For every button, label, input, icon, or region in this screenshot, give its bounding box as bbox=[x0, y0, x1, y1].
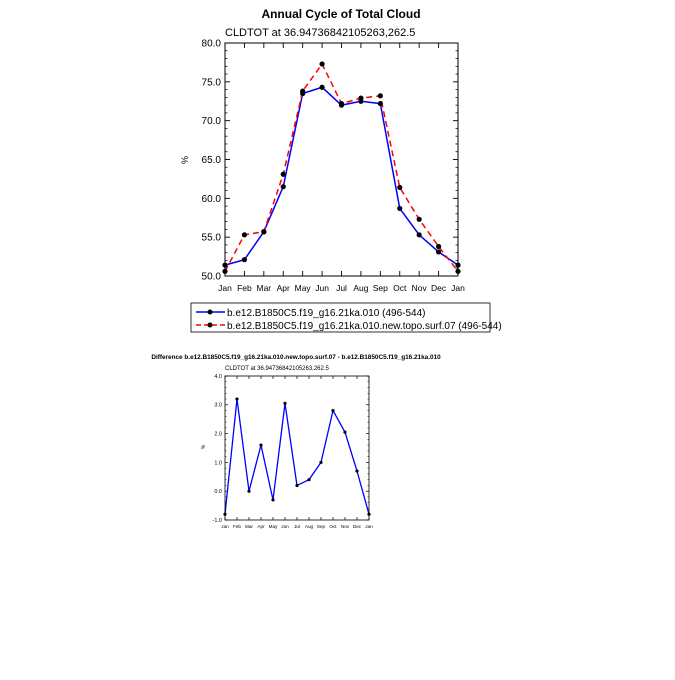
chart1-series bbox=[222, 61, 461, 274]
x-tick-label: May bbox=[269, 524, 278, 529]
x-tick-label: Jun bbox=[315, 283, 329, 293]
data-point-series-1 bbox=[295, 483, 299, 488]
x-tick-label: Jan bbox=[365, 524, 373, 529]
x-tick-label: Sep bbox=[317, 524, 326, 529]
data-point-series-1 bbox=[319, 84, 325, 90]
chart-difference: Difference b.e12.B1850C5.f19_g16.21ka.01… bbox=[151, 354, 441, 529]
data-point-series-1 bbox=[241, 257, 248, 263]
data-point-series-1 bbox=[397, 205, 403, 212]
data-point-series-1 bbox=[307, 478, 311, 482]
y-tick-label: 50.0 bbox=[202, 272, 222, 283]
x-tick-label: Sep bbox=[373, 283, 388, 293]
chart2-plot-frame bbox=[224, 375, 370, 521]
data-point-series-1 bbox=[416, 232, 422, 238]
y-tick-label: 60.0 bbox=[202, 194, 222, 205]
data-point-series-1 bbox=[435, 249, 442, 255]
data-point-series-1 bbox=[355, 469, 359, 473]
data-point-series-2 bbox=[397, 184, 403, 191]
y-tick-label: 2.0 bbox=[214, 432, 222, 438]
data-point-series-2 bbox=[261, 229, 267, 235]
x-tick-label: Jan bbox=[221, 524, 229, 529]
data-point-series-2 bbox=[319, 61, 325, 67]
y-tick-label: 75.0 bbox=[202, 77, 222, 88]
chart2-subtitle: CLDTOT at 36.94736842105263,262.5 bbox=[225, 366, 330, 372]
x-tick-label: Apr bbox=[277, 283, 290, 293]
y-tick-label: 4.0 bbox=[214, 374, 222, 380]
data-point-series-2 bbox=[358, 95, 364, 101]
data-point-series-2 bbox=[241, 232, 248, 238]
data-point-series-1 bbox=[280, 184, 286, 190]
chart2-y-ticks: -1.0 0.0 1.0 2.0 3.0 4.0 bbox=[213, 374, 369, 524]
y-tick-label: 65.0 bbox=[202, 155, 222, 166]
data-point-series-1 bbox=[259, 443, 263, 447]
x-tick-label: Nov bbox=[412, 283, 428, 293]
data-point-series-1 bbox=[271, 498, 275, 502]
x-tick-label: Feb bbox=[233, 524, 241, 529]
legend-box bbox=[190, 302, 491, 333]
legend-label-series-2: b.e12.B1850C5.f19_g16.21ka.010.new.topo.… bbox=[227, 321, 502, 332]
x-tick-label: Aug bbox=[353, 283, 368, 293]
x-tick-label: Jul bbox=[294, 524, 300, 529]
data-point-series-2 bbox=[377, 93, 383, 99]
data-point-series-2 bbox=[435, 243, 442, 250]
series-line-2 bbox=[224, 62, 459, 272]
x-tick-label: Feb bbox=[237, 283, 252, 293]
x-tick-label: Dec bbox=[353, 524, 362, 529]
data-point-series-1 bbox=[319, 460, 323, 464]
data-point-series-2 bbox=[416, 216, 422, 222]
data-point-series-1 bbox=[247, 489, 251, 493]
data-point-series-1 bbox=[343, 430, 347, 434]
data-point-series-1 bbox=[283, 401, 287, 405]
x-tick-label: Mar bbox=[245, 524, 253, 529]
chart1-subtitle: CLDTOT at 36.94736842105263,262.5 bbox=[225, 27, 415, 39]
series-line-1 bbox=[224, 398, 370, 515]
x-tick-label: May bbox=[295, 283, 312, 293]
y-tick-label: 0.0 bbox=[214, 489, 222, 495]
chart-annual-cycle: Annual Cycle of Total Cloud CLDTOT at 36… bbox=[180, 7, 502, 333]
x-tick-label: Nov bbox=[341, 524, 350, 529]
chart1-plot-frame bbox=[224, 42, 459, 277]
x-tick-label: Oct bbox=[329, 524, 337, 529]
data-point-series-1 bbox=[235, 397, 239, 401]
data-point-series-2 bbox=[300, 88, 306, 94]
y-tick-label: 3.0 bbox=[214, 403, 222, 409]
legend-label-series-1: b.e12.B1850C5.f19_g16.21ka.010 (496-544) bbox=[227, 308, 426, 319]
chart2-series bbox=[223, 397, 371, 516]
y-tick-label: 55.0 bbox=[202, 233, 222, 244]
series-line-1 bbox=[224, 86, 459, 266]
x-tick-label: Jan bbox=[451, 283, 465, 293]
chart1-y-ticks: 50.0 55.0 60.0 65.0 70.0 75.0 80.0 bbox=[202, 39, 458, 283]
y-tick-label: 1.0 bbox=[214, 460, 222, 466]
data-point-series-1 bbox=[331, 408, 335, 413]
legend-item-series-2: b.e12.B1850C5.f19_g16.21ka.010.new.topo.… bbox=[196, 321, 502, 332]
x-tick-label: Apr bbox=[257, 524, 265, 529]
data-point-series-1 bbox=[377, 100, 383, 107]
legend-item-series-1: b.e12.B1850C5.f19_g16.21ka.010 (496-544) bbox=[196, 308, 426, 319]
data-point-series-2 bbox=[280, 171, 286, 177]
x-tick-label: Oct bbox=[393, 283, 407, 293]
x-tick-label: Jun bbox=[281, 524, 289, 529]
x-tick-label: Jan bbox=[218, 283, 232, 293]
chart2-title: Difference b.e12.B1850C5.f19_g16.21ka.01… bbox=[151, 354, 441, 361]
x-tick-label: Jul bbox=[336, 283, 347, 293]
chart1-x-ticks: Jan Feb Mar Apr May Jun Jul Aug Sep Oct Nov Dec Jan bbox=[218, 43, 465, 293]
y-tick-label: 80.0 bbox=[202, 39, 222, 50]
x-tick-label: Aug bbox=[305, 524, 314, 529]
y-tick-label: 70.0 bbox=[202, 116, 222, 127]
legend-marker-series-2 bbox=[207, 322, 213, 328]
chart1-ylabel: % bbox=[180, 156, 190, 164]
x-tick-label: Mar bbox=[257, 283, 272, 293]
chart2-x-ticks: Jan Feb Mar Apr May Jun Jul Aug Sep Oct Nov Dec Jan bbox=[221, 376, 373, 529]
data-point-series-2 bbox=[338, 100, 345, 107]
x-tick-label: Dec bbox=[431, 283, 447, 293]
y-tick-label: -1.0 bbox=[213, 518, 222, 524]
chart1-title: Annual Cycle of Total Cloud bbox=[261, 7, 420, 21]
chart2-ylabel: % bbox=[201, 444, 207, 449]
legend-marker-series-1 bbox=[207, 309, 213, 315]
chart1-legend: b.e12.B1850C5.f19_g16.21ka.010 (496-544)… bbox=[190, 302, 502, 333]
